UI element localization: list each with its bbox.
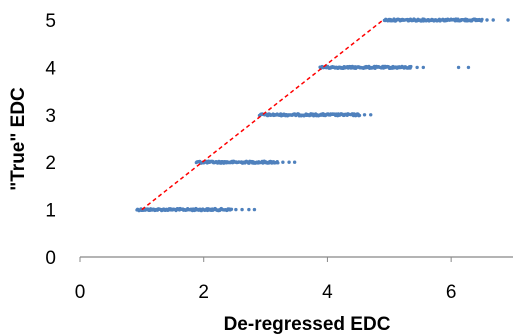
x-tick-label: 2 bbox=[198, 282, 209, 303]
point-band-5 bbox=[382, 17, 510, 23]
y-tick-label: 0 bbox=[45, 248, 56, 269]
data-point-outlier bbox=[491, 18, 495, 22]
data-point-outlier bbox=[506, 18, 510, 22]
data-point-outlier bbox=[247, 207, 251, 212]
point-band-2 bbox=[194, 159, 297, 165]
data-point-outlier bbox=[415, 65, 419, 70]
data-point-outlier bbox=[466, 65, 471, 70]
data-point-outlier bbox=[281, 160, 285, 164]
data-point-outlier bbox=[485, 18, 489, 22]
data-point-outlier bbox=[240, 207, 244, 212]
point-band-3 bbox=[257, 112, 373, 118]
points-layer bbox=[135, 17, 510, 213]
point-band-1 bbox=[135, 206, 257, 213]
y-tick-label: 4 bbox=[45, 58, 56, 79]
reference-line-layer bbox=[141, 19, 384, 211]
data-point-outlier bbox=[421, 65, 426, 70]
data-point-outlier bbox=[369, 113, 373, 117]
reference-line bbox=[141, 19, 384, 211]
y-axis-title: "True" EDC bbox=[8, 87, 29, 191]
y-tick-label: 5 bbox=[45, 11, 56, 32]
data-point-outlier bbox=[287, 160, 291, 164]
x-axis-title: De-regressed EDC bbox=[224, 314, 391, 335]
data-point-outlier bbox=[456, 65, 461, 70]
labels-layer: 0 2 4 6 0 1 2 3 4 5 bbox=[45, 11, 456, 303]
x-tick-label: 4 bbox=[322, 282, 333, 303]
y-tick-label: 2 bbox=[45, 153, 56, 174]
y-tick-label: 1 bbox=[45, 201, 56, 222]
data-point-outlier bbox=[292, 160, 297, 164]
x-tick-label: 6 bbox=[446, 282, 457, 303]
point-band-4 bbox=[318, 64, 471, 71]
data-point-outlier bbox=[234, 207, 238, 212]
y-tick-label: 3 bbox=[45, 106, 56, 127]
x-tick-label: 0 bbox=[75, 282, 86, 303]
data-point-outlier bbox=[252, 207, 257, 212]
data-point-outlier bbox=[362, 113, 367, 117]
axes-layer bbox=[79, 256, 513, 262]
